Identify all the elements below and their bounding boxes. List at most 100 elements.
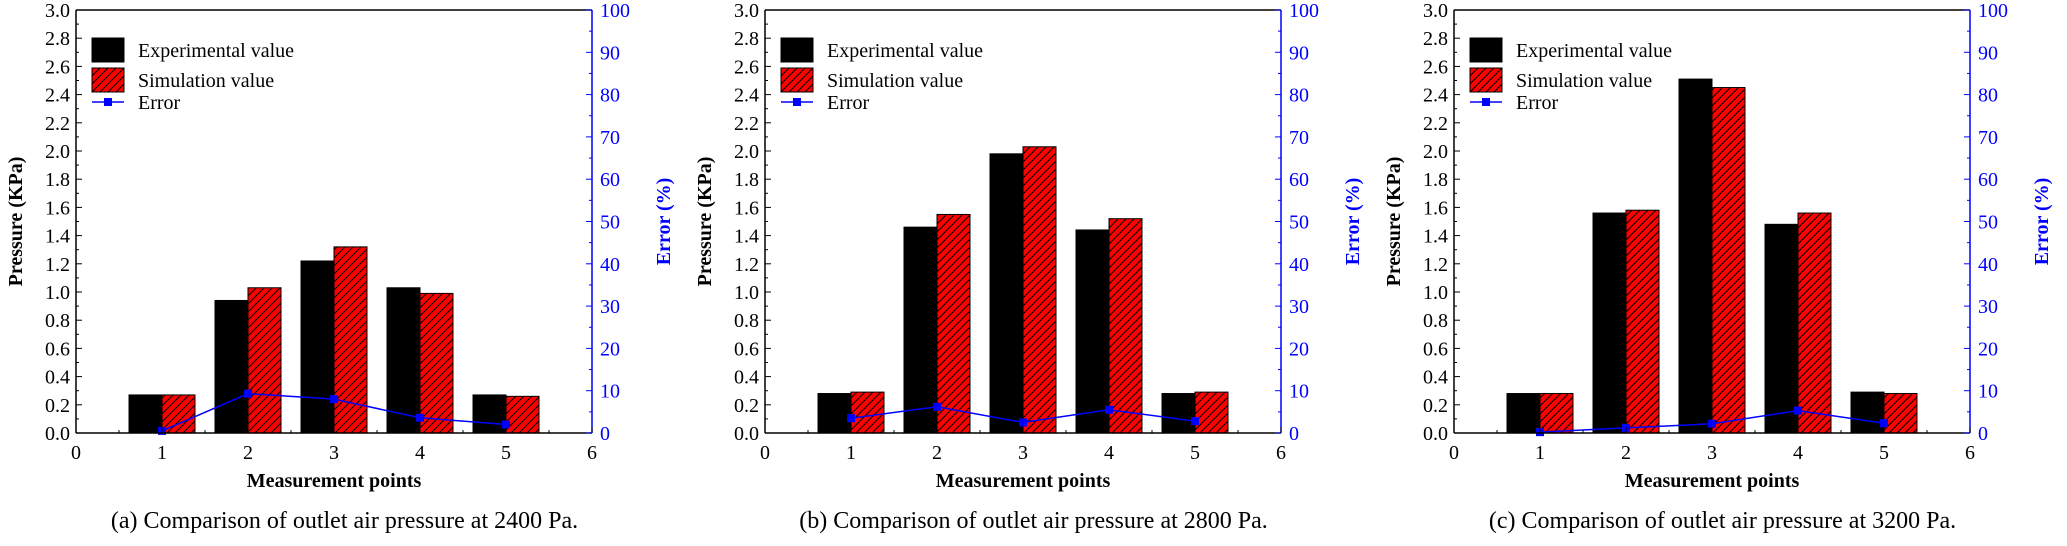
y-tick-label: 2.2 (45, 113, 70, 135)
y2-tick-label: 10 (1289, 381, 1309, 403)
y-tick-label: 1.2 (734, 254, 759, 276)
y-tick-label: 2.0 (734, 141, 759, 163)
simulation-bar-3 (1711, 87, 1746, 434)
y2-tick-label: 90 (600, 42, 620, 64)
x-tick-label: 0 (760, 442, 770, 464)
y-tick-label: 0.6 (734, 338, 759, 360)
y2-tick-label: 60 (600, 169, 620, 191)
y-tick-label: 2.2 (1423, 113, 1448, 135)
x-tick-label: 3 (1018, 442, 1028, 464)
experimental-bar-5 (1850, 391, 1885, 434)
y2-tick-label: 90 (1978, 42, 1998, 64)
y2-axis-title: Error (%) (653, 178, 675, 266)
simulation-bar-4 (419, 292, 454, 434)
y-tick-label: 0.0 (1423, 423, 1448, 445)
x-tick-label: 1 (846, 442, 856, 464)
x-tick-label: 3 (1707, 442, 1717, 464)
legend-swatch-simulation (1469, 67, 1503, 93)
y-tick-label: 0.8 (45, 310, 70, 332)
y2-tick-label: 30 (1289, 296, 1309, 318)
x-tick-label: 5 (501, 442, 511, 464)
y-tick-label: 3.0 (45, 0, 70, 22)
y-tick-label: 2.6 (45, 56, 70, 78)
y-axis-title: Pressure (KPa) (1383, 157, 1405, 287)
simulation-bar-1 (1539, 393, 1574, 434)
legend-label: Simulation value (827, 70, 963, 92)
y2-axis-title: Error (%) (2031, 178, 2053, 266)
simulation-bar-5 (1883, 393, 1918, 434)
legend-label: Simulation value (1516, 70, 1652, 92)
legend-label: Experimental value (827, 40, 983, 62)
y-tick-label: 1.0 (45, 282, 70, 304)
y2-tick-label: 100 (1289, 0, 1319, 22)
y-tick-label: 1.2 (1423, 254, 1448, 276)
y-tick-label: 1.0 (1423, 282, 1448, 304)
y-tick-label: 0.6 (1423, 338, 1448, 360)
y-tick-label: 2.8 (45, 28, 70, 50)
y-tick-label: 1.4 (1423, 226, 1448, 248)
legend-marker-error (104, 98, 112, 106)
y2-tick-label: 80 (1289, 85, 1309, 107)
legend-label: Simulation value (138, 70, 274, 92)
y-tick-label: 2.8 (734, 28, 759, 50)
x-tick-label: 2 (932, 442, 942, 464)
y-axis-title: Pressure (KPa) (5, 157, 27, 287)
y-tick-label: 0.2 (1423, 395, 1448, 417)
chart-b: 0.0 0.2 0.4 0.6 0.8 1.0 1.2 1.4 1.6 1.8 2.0 2.2 2.4 2… (694, 0, 1364, 492)
y2-tick-label: 0 (1289, 423, 1299, 445)
y2-tick-label: 0 (1978, 423, 1988, 445)
legend-label: Error (827, 92, 870, 114)
legend-marker-error (1482, 98, 1490, 106)
caption-a: (a) Comparison of outlet air pressure at… (110, 508, 579, 534)
y2-tick-label: 70 (1978, 127, 1998, 149)
y2-tick-label: 40 (1289, 254, 1309, 276)
y-tick-label: 0.2 (734, 395, 759, 417)
y-tick-label: 2.6 (734, 56, 759, 78)
y-tick-label: 0.0 (45, 423, 70, 445)
error-point-2 (244, 389, 252, 398)
y2-tick-label: 40 (600, 254, 620, 276)
simulation-bar-1 (161, 394, 196, 434)
chart-a: 0.0 0.2 0.4 0.6 0.8 1.0 1.2 1.4 1.6 1.8 2.0 2.2 2.4 2… (5, 0, 675, 492)
experimental-bar-5 (472, 394, 507, 434)
y-axis-title: Pressure (KPa) (694, 157, 716, 287)
y2-tick-label: 10 (600, 381, 620, 403)
y-tick-label: 1.8 (1423, 169, 1448, 191)
y2-tick-label: 0 (600, 423, 610, 445)
y2-tick-label: 40 (1978, 254, 1998, 276)
y2-tick-label: 10 (1978, 381, 1998, 403)
x-axis-title: Measurement points (936, 470, 1111, 492)
y-tick-label: 0.4 (734, 367, 759, 389)
simulation-bar-2 (936, 213, 971, 434)
experimental-bar-2 (903, 226, 938, 434)
legend-label: Experimental value (138, 40, 294, 62)
simulation-bar-1 (850, 391, 885, 434)
error-point-3 (330, 395, 338, 404)
legend-swatch-experimental (91, 37, 125, 63)
y2-tick-label: 70 (600, 127, 620, 149)
x-tick-label: 3 (329, 442, 339, 464)
caption-c: (c) Comparison of outlet air pressure at… (1488, 508, 1957, 534)
y2-tick-label: 100 (600, 0, 630, 22)
y-tick-label: 2.4 (734, 85, 759, 107)
y-tick-label: 0.6 (45, 338, 70, 360)
y2-tick-label: 20 (1289, 338, 1309, 360)
error-point-1 (847, 414, 855, 423)
x-tick-label: 4 (1793, 442, 1803, 464)
y-tick-label: 3.0 (734, 0, 759, 22)
simulation-bar-5 (505, 395, 540, 434)
simulation-bar-5 (1194, 391, 1229, 434)
y-tick-label: 1.0 (734, 282, 759, 304)
x-tick-label: 6 (587, 442, 597, 464)
legend-label: Experimental value (1516, 40, 1672, 62)
x-tick-label: 1 (1535, 442, 1545, 464)
experimental-bar-5 (1161, 393, 1196, 434)
x-tick-label: 0 (1449, 442, 1459, 464)
x-tick-label: 6 (1965, 442, 1975, 464)
simulation-bar-4 (1797, 212, 1832, 434)
error-point-2 (933, 402, 941, 411)
y-tick-label: 2.0 (45, 141, 70, 163)
experimental-bar-4 (1764, 223, 1799, 434)
y-tick-label: 0.4 (45, 367, 70, 389)
